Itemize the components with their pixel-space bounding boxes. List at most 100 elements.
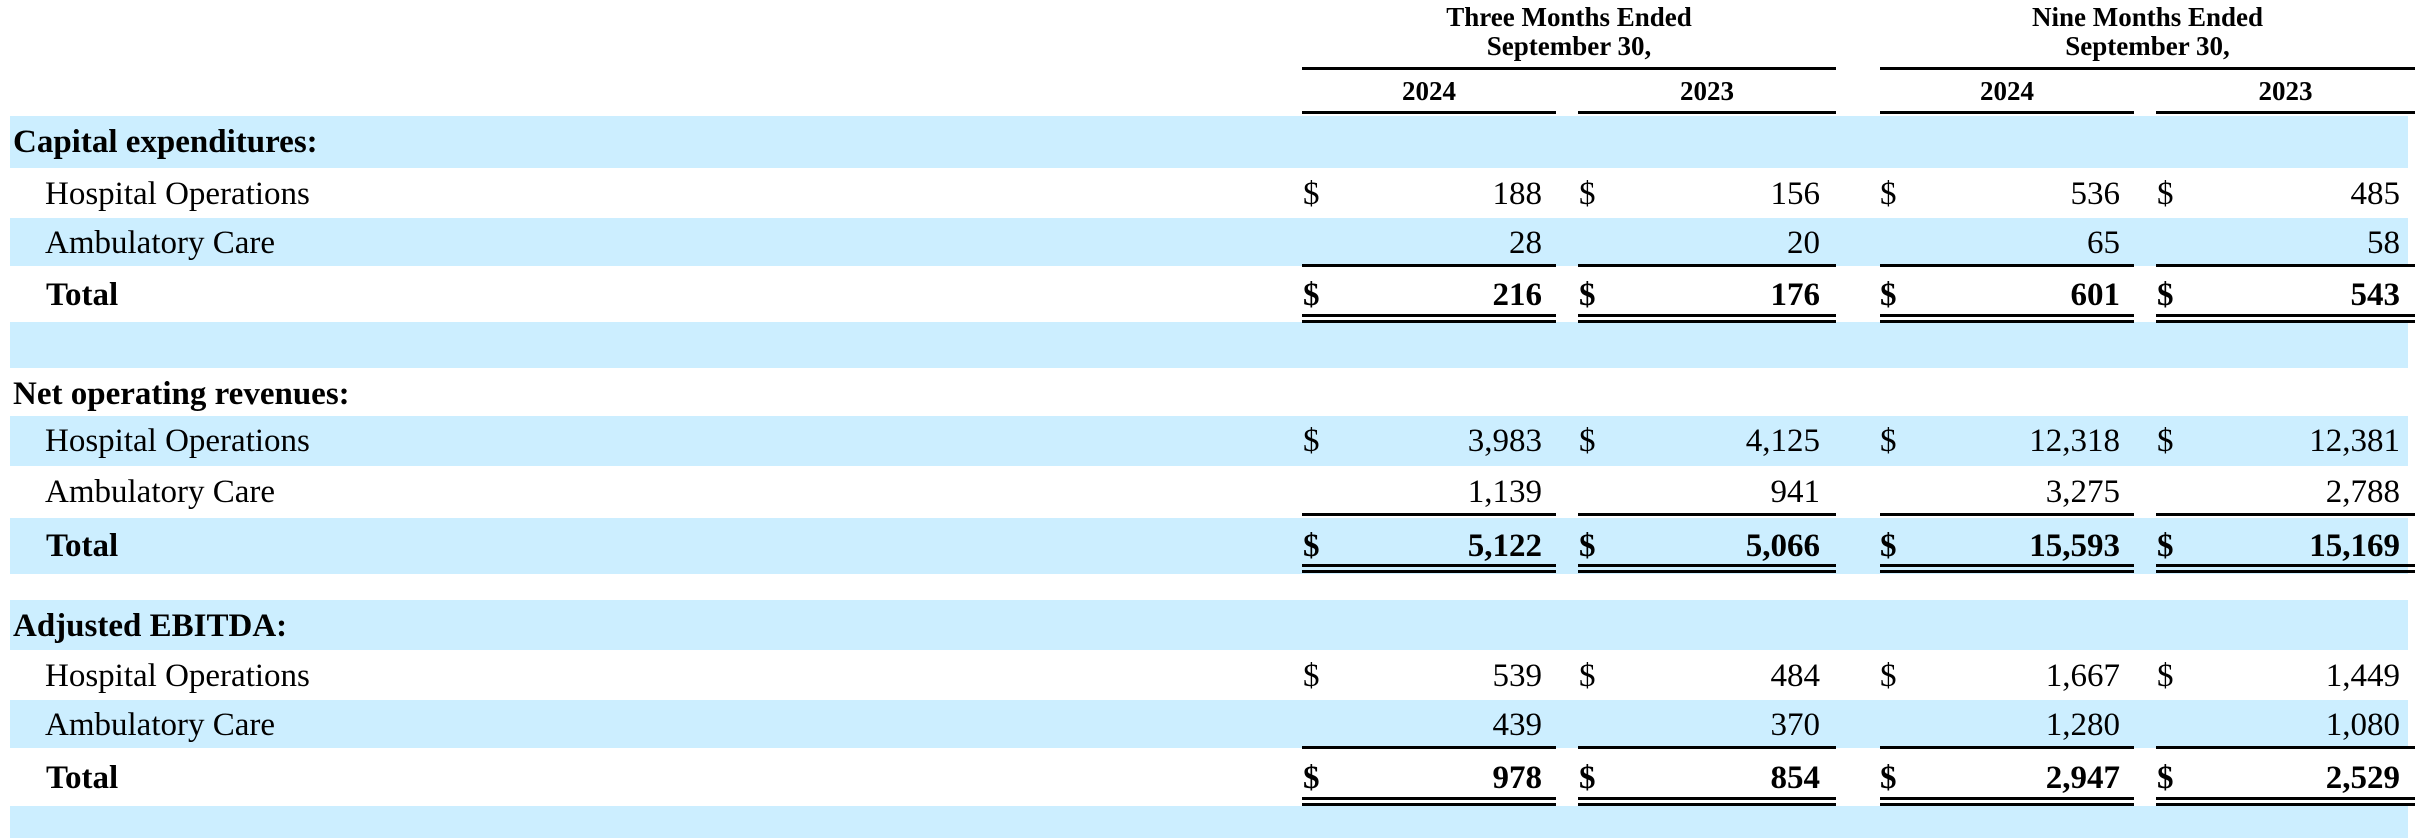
- value-ebitda-total-4: 2,529: [2325, 760, 2400, 796]
- subtotal-rule-capex-4: [2156, 264, 2415, 267]
- section-title-revenue: Net operating revenues:: [13, 376, 350, 412]
- row-label-revenue-total: Total: [46, 528, 119, 564]
- band-ebitda-ambulatory: [10, 700, 2408, 748]
- total-double-rule-top-capex-3: [1880, 314, 2134, 317]
- row-label-revenue-hospital: Hospital Operations: [45, 423, 310, 459]
- total-double-rule-top-revenue-1: [1302, 564, 1556, 567]
- subtotal-rule-ebitda-4: [2156, 746, 2415, 749]
- dollar-sign-ebitda-hospital-3: $: [1880, 658, 1897, 694]
- dollar-sign-capex-hospital-2: $: [1579, 176, 1596, 212]
- value-revenue-ambulatory-3: 3,275: [2045, 474, 2120, 510]
- value-capex-total-4: 543: [2350, 277, 2401, 313]
- dollar-sign-revenue-hospital-4: $: [2157, 423, 2174, 459]
- total-double-rule-top-capex-2: [1578, 314, 1836, 317]
- subtotal-rule-ebitda-1: [1302, 746, 1556, 749]
- dollar-sign-revenue-hospital-1: $: [1303, 423, 1320, 459]
- value-capex-hospital-1: 188: [1492, 176, 1543, 212]
- subtotal-rule-revenue-2: [1578, 513, 1836, 516]
- dollar-sign-ebitda-total-1: $: [1303, 760, 1320, 796]
- section-title-capex: Capital expenditures:: [13, 124, 318, 160]
- subtotal-rule-ebitda-3: [1880, 746, 2134, 749]
- band-ebitda-title: [10, 600, 2408, 650]
- header-rule-three-months: [1302, 67, 1836, 70]
- total-double-rule-top-capex-4: [2156, 314, 2415, 317]
- value-ebitda-hospital-1: 539: [1492, 658, 1543, 694]
- total-double-rule-bottom-ebitda-1: [1302, 803, 1556, 806]
- value-ebitda-total-3: 2,947: [2045, 760, 2120, 796]
- band-capex-ambulatory: [10, 218, 2408, 266]
- value-revenue-total-3: 15,593: [2029, 528, 2120, 564]
- band-capex-title: [10, 116, 2408, 168]
- dollar-sign-ebitda-total-4: $: [2157, 760, 2174, 796]
- total-double-rule-bottom-revenue-4: [2156, 570, 2415, 573]
- dollar-sign-revenue-hospital-3: $: [1880, 423, 1897, 459]
- header-nine-months-line1: Nine Months Ended: [2031, 2, 2264, 32]
- dollar-sign-revenue-total-3: $: [1880, 528, 1897, 564]
- value-revenue-ambulatory-1: 1,139: [1467, 474, 1542, 510]
- subtotal-rule-revenue-1: [1302, 513, 1556, 516]
- value-revenue-ambulatory-2: 941: [1770, 474, 1821, 510]
- value-ebitda-ambulatory-2: 370: [1770, 707, 1821, 743]
- value-capex-ambulatory-1: 28: [1509, 225, 1542, 261]
- section-title-ebitda: Adjusted EBITDA:: [13, 608, 288, 644]
- total-double-rule-top-ebitda-2: [1578, 797, 1836, 800]
- year-header-1: 2024: [1402, 76, 1456, 106]
- row-label-capex-total: Total: [46, 277, 119, 313]
- dollar-sign-ebitda-hospital-1: $: [1303, 658, 1320, 694]
- dollar-sign-capex-total-2: $: [1579, 277, 1596, 313]
- total-double-rule-bottom-revenue-2: [1578, 570, 1836, 573]
- dollar-sign-revenue-hospital-2: $: [1579, 423, 1596, 459]
- total-double-rule-bottom-capex-3: [1880, 320, 2134, 323]
- subtotal-rule-revenue-4: [2156, 513, 2415, 516]
- row-label-revenue-ambulatory: Ambulatory Care: [45, 474, 276, 510]
- value-capex-hospital-2: 156: [1770, 176, 1821, 212]
- subtotal-rule-revenue-3: [1880, 513, 2134, 516]
- total-double-rule-bottom-ebitda-3: [1880, 803, 2134, 806]
- band-ebitda-spacer: [10, 806, 2408, 838]
- year-rule-4: [2156, 111, 2415, 114]
- total-double-rule-top-revenue-3: [1880, 564, 2134, 567]
- dollar-sign-ebitda-total-2: $: [1579, 760, 1596, 796]
- total-double-rule-top-capex-1: [1302, 314, 1556, 317]
- value-ebitda-hospital-3: 1,667: [2045, 658, 2120, 694]
- dollar-sign-capex-total-1: $: [1303, 277, 1320, 313]
- dollar-sign-ebitda-hospital-2: $: [1579, 658, 1596, 694]
- value-ebitda-ambulatory-1: 439: [1492, 707, 1543, 743]
- subtotal-rule-capex-2: [1578, 264, 1836, 267]
- value-capex-hospital-4: 485: [2350, 176, 2401, 212]
- total-double-rule-bottom-capex-4: [2156, 320, 2415, 323]
- dollar-sign-capex-hospital-3: $: [1880, 176, 1897, 212]
- value-revenue-total-4: 15,169: [2309, 528, 2400, 564]
- header-nine-months-line2: September 30,: [2065, 31, 2230, 61]
- value-ebitda-total-2: 854: [1770, 760, 1821, 796]
- year-header-2: 2023: [1680, 76, 1734, 106]
- value-capex-hospital-3: 536: [2070, 176, 2121, 212]
- value-ebitda-hospital-4: 1,449: [2325, 658, 2400, 694]
- header-three-months-line1: Three Months Ended: [1446, 2, 1692, 32]
- year-rule-3: [1880, 111, 2134, 114]
- value-revenue-hospital-3: 12,318: [2029, 423, 2120, 459]
- total-double-rule-top-ebitda-4: [2156, 797, 2415, 800]
- dollar-sign-ebitda-total-3: $: [1880, 760, 1897, 796]
- header-three-months-line2: September 30,: [1486, 31, 1652, 61]
- total-double-rule-bottom-capex-2: [1578, 320, 1836, 323]
- dollar-sign-revenue-total-2: $: [1579, 528, 1596, 564]
- band-capex-spacer: [10, 322, 2408, 368]
- year-header-3: 2024: [1980, 76, 2034, 106]
- header-rule-nine-months: [1880, 67, 2415, 70]
- dollar-sign-capex-total-4: $: [2157, 277, 2174, 313]
- year-rule-2: [1578, 111, 1836, 114]
- total-double-rule-bottom-ebitda-4: [2156, 803, 2415, 806]
- total-double-rule-top-revenue-2: [1578, 564, 1836, 567]
- dollar-sign-capex-hospital-4: $: [2157, 176, 2174, 212]
- dollar-sign-revenue-total-1: $: [1303, 528, 1320, 564]
- value-ebitda-hospital-2: 484: [1770, 658, 1821, 694]
- subtotal-rule-capex-3: [1880, 264, 2134, 267]
- value-capex-total-1: 216: [1492, 277, 1543, 313]
- total-double-rule-bottom-ebitda-2: [1578, 803, 1836, 806]
- total-double-rule-top-ebitda-3: [1880, 797, 2134, 800]
- total-double-rule-bottom-revenue-1: [1302, 570, 1556, 573]
- total-double-rule-bottom-revenue-3: [1880, 570, 2134, 573]
- dollar-sign-revenue-total-4: $: [2157, 528, 2174, 564]
- year-header-4: 2023: [2258, 76, 2313, 106]
